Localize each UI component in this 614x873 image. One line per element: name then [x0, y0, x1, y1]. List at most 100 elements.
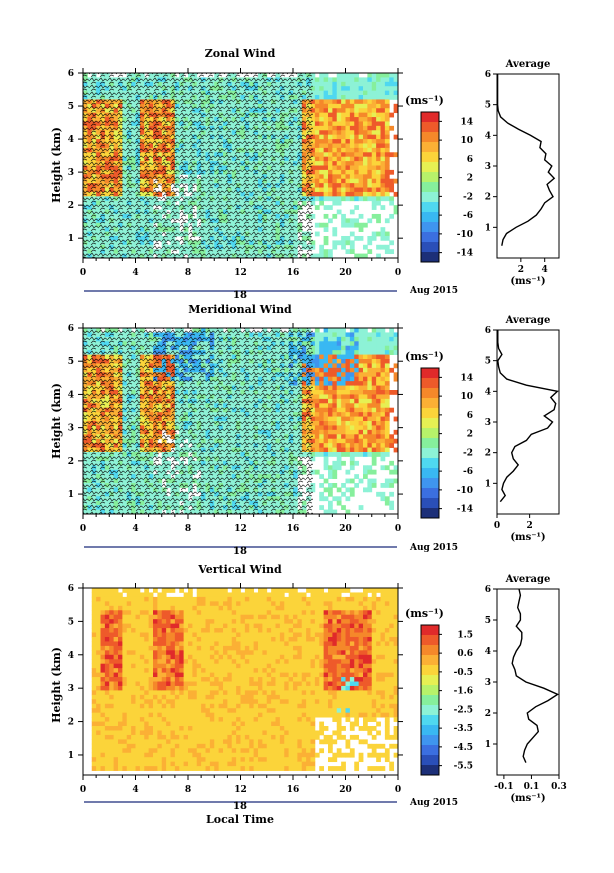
heatmap-cell [349, 147, 355, 153]
heatmap-cell [354, 161, 360, 166]
colorbar-tick-label: 14 [460, 117, 473, 127]
heatmap-cell [384, 169, 390, 175]
heatmap-cell [323, 152, 329, 158]
heatmap-cell [332, 130, 338, 136]
y-tick-label: 2 [68, 201, 74, 211]
heatmap-cell [376, 244, 381, 250]
heatmap-cell [323, 125, 329, 131]
heatmap-cell [376, 103, 381, 109]
heatmap-cell [349, 103, 355, 109]
heatmap-cell [376, 73, 381, 78]
heatmap-cell [336, 81, 342, 87]
heatmap-cell [380, 77, 386, 83]
heatmap-cell [323, 253, 329, 258]
heatmap-cell [363, 222, 368, 228]
heatmap-cell [314, 125, 320, 131]
heatmap-cell [314, 341, 320, 347]
heatmap-cell [328, 205, 333, 210]
heatmap-cell [367, 165, 373, 171]
colorbar-swatch [421, 192, 439, 203]
heatmap-cell [363, 95, 368, 100]
y-tick-label: 6 [68, 69, 74, 79]
heatmap-cell [358, 117, 364, 122]
heatmap-cell [314, 183, 320, 188]
heatmap-cell [367, 174, 373, 180]
heatmap-cell [358, 125, 364, 131]
heatmap-cell [323, 191, 329, 197]
heatmap-cell [380, 165, 386, 171]
heatmap-cell [354, 86, 360, 92]
heatmap-cell [349, 244, 355, 250]
heatmap-cell [380, 183, 386, 188]
heatmap-cell [314, 196, 320, 202]
heatmap-cell [341, 218, 346, 224]
heatmap-cell [380, 156, 386, 162]
heatmap-cell [384, 121, 390, 127]
heatmap-cell [358, 152, 364, 158]
heatmap-cell [358, 134, 364, 140]
heatmap-cell [336, 169, 342, 175]
heatmap-cell [314, 95, 320, 100]
heatmap-cell [349, 178, 355, 184]
heatmap-cell [371, 117, 377, 122]
heatmap-cell [349, 183, 355, 188]
heatmap-cell [328, 108, 333, 114]
heatmap-cell [349, 143, 355, 149]
heatmap-cell [319, 253, 325, 258]
heatmap-cell [384, 156, 390, 162]
heatmap-cell [336, 147, 342, 153]
colorbar-swatch [421, 172, 439, 183]
heatmap-cell [393, 86, 398, 92]
heatmap-cell [323, 147, 329, 153]
heatmap-cell [345, 249, 351, 254]
heatmap-cell [384, 147, 390, 153]
heatmap-cell [380, 139, 386, 144]
heatmap-cell [380, 86, 386, 92]
heatmap-cell [354, 169, 360, 175]
heatmap-cell [336, 156, 342, 162]
heatmap-cell [367, 147, 373, 153]
heatmap-cell [319, 196, 325, 202]
heatmap-cell [367, 86, 373, 92]
heatmap-cell [384, 139, 390, 144]
x-tick-label: 12 [234, 268, 247, 278]
zonal-ylabel: Height (km) [50, 127, 63, 203]
heatmap-cell [349, 222, 355, 228]
heatmap-cell [358, 81, 364, 87]
heatmap-cell [341, 161, 346, 166]
heatmap-cell [328, 249, 333, 254]
heatmap-cell [389, 86, 395, 92]
heatmap-cell [328, 99, 333, 105]
heatmap-cell [336, 134, 342, 140]
heatmap-cell [323, 112, 329, 118]
heatmap-cell [341, 103, 346, 109]
heatmap-cell [336, 191, 342, 197]
heatmap-cell [380, 174, 386, 180]
heatmap-cell [363, 130, 368, 136]
heatmap-cell [389, 249, 395, 254]
heatmap-cell [314, 178, 320, 184]
heatmap-cell [371, 161, 377, 166]
heatmap-cell [323, 161, 329, 166]
heatmap-cell [341, 121, 346, 127]
heatmap-cell [345, 191, 351, 197]
heatmap-cell [380, 152, 386, 158]
heatmap-cell [319, 191, 325, 197]
heatmap-cell [389, 81, 395, 87]
heatmap-cell [349, 112, 355, 118]
heatmap-cell [314, 350, 320, 355]
y-tick-label: 5 [68, 102, 74, 112]
heatmap-cell [384, 90, 390, 96]
heatmap-cell [319, 125, 325, 131]
heatmap-cell [380, 103, 386, 109]
heatmap-cell [389, 169, 395, 175]
heatmap-cell [345, 161, 351, 166]
heatmap-cell [319, 187, 325, 193]
heatmap-cell [393, 95, 398, 100]
colorbar-swatch [421, 142, 439, 153]
heatmap-cell [341, 187, 346, 193]
colorbar-tick-label: 10 [460, 136, 473, 146]
heatmap-cell [384, 161, 390, 166]
heatmap-cell [371, 125, 377, 131]
